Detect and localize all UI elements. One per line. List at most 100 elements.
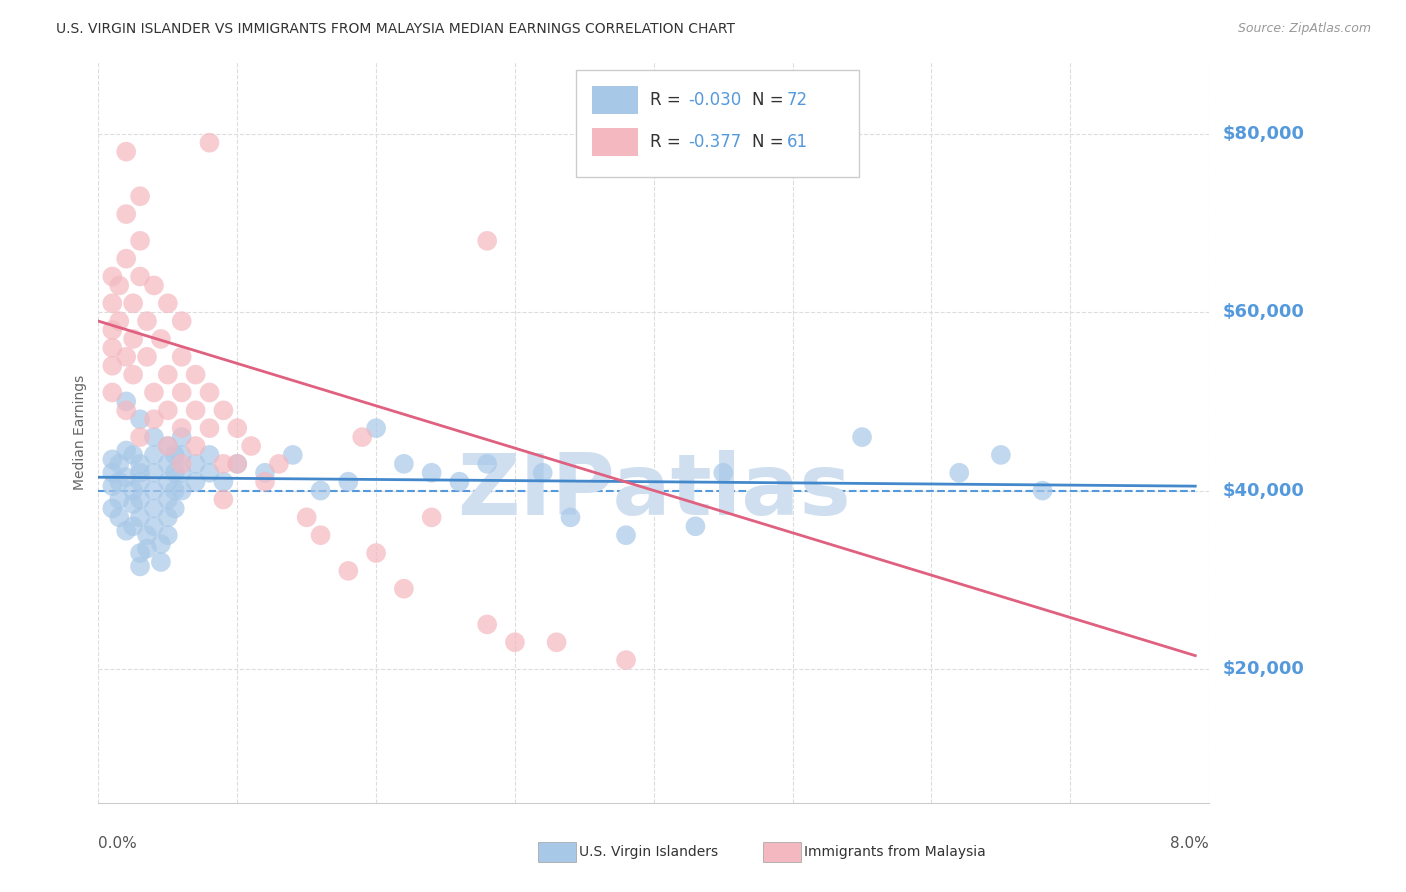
Point xyxy=(560,510,582,524)
Point xyxy=(163,448,186,462)
Point xyxy=(184,368,207,382)
Point xyxy=(129,189,152,203)
Point xyxy=(170,457,193,471)
FancyBboxPatch shape xyxy=(592,87,638,114)
Point xyxy=(122,332,145,346)
Point xyxy=(170,314,193,328)
Point xyxy=(352,430,374,444)
Point xyxy=(115,350,138,364)
Point xyxy=(184,475,207,489)
Text: U.S. VIRGIN ISLANDER VS IMMIGRANTS FROM MALAYSIA MEDIAN EARNINGS CORRELATION CHA: U.S. VIRGIN ISLANDER VS IMMIGRANTS FROM … xyxy=(56,22,735,37)
Point xyxy=(115,252,138,266)
Point xyxy=(198,466,221,480)
Point xyxy=(170,421,193,435)
Point xyxy=(122,483,145,498)
Point xyxy=(337,564,360,578)
Point xyxy=(143,466,166,480)
Y-axis label: Median Earnings: Median Earnings xyxy=(73,375,87,491)
Point xyxy=(156,510,179,524)
Point xyxy=(990,448,1012,462)
Point xyxy=(198,385,221,400)
Point xyxy=(392,457,415,471)
Point xyxy=(149,537,172,551)
Point xyxy=(156,403,179,417)
Point xyxy=(156,475,179,489)
Point xyxy=(531,466,554,480)
Point xyxy=(170,385,193,400)
Point xyxy=(156,368,179,382)
Point xyxy=(309,528,332,542)
Point xyxy=(101,452,124,467)
Point xyxy=(184,403,207,417)
Point xyxy=(115,470,138,484)
Point xyxy=(129,412,152,426)
Text: Source: ZipAtlas.com: Source: ZipAtlas.com xyxy=(1237,22,1371,36)
Point xyxy=(143,430,166,444)
Text: N =: N = xyxy=(752,133,789,151)
Point xyxy=(420,510,443,524)
Point xyxy=(101,385,124,400)
Point xyxy=(143,519,166,533)
Point xyxy=(392,582,415,596)
Point xyxy=(136,541,159,556)
Point xyxy=(108,314,131,328)
Point xyxy=(212,475,235,489)
Point xyxy=(198,421,221,435)
Point xyxy=(267,457,290,471)
Point xyxy=(711,466,734,480)
Point xyxy=(115,403,138,417)
Point xyxy=(156,296,179,310)
Point xyxy=(366,546,388,560)
Text: ZIPatlas: ZIPatlas xyxy=(457,450,851,533)
Point xyxy=(449,475,471,489)
Text: U.S. Virgin Islanders: U.S. Virgin Islanders xyxy=(579,845,718,859)
Point xyxy=(163,501,186,516)
Point xyxy=(129,269,152,284)
Point xyxy=(309,483,332,498)
Point xyxy=(475,234,499,248)
FancyBboxPatch shape xyxy=(763,842,801,862)
Point xyxy=(101,269,124,284)
Point xyxy=(1032,483,1054,498)
Point xyxy=(226,457,249,471)
Text: 0.0%: 0.0% xyxy=(98,836,138,851)
Point xyxy=(101,466,124,480)
Point xyxy=(143,483,166,498)
Point xyxy=(129,466,152,480)
Point xyxy=(108,475,131,489)
Point xyxy=(163,483,186,498)
Point xyxy=(108,510,131,524)
Point xyxy=(212,492,235,507)
Point xyxy=(129,457,152,471)
Point xyxy=(115,145,138,159)
Point xyxy=(115,207,138,221)
Point xyxy=(129,546,152,560)
Point xyxy=(156,439,179,453)
Point xyxy=(143,501,166,516)
Text: $80,000: $80,000 xyxy=(1223,125,1305,143)
Point xyxy=(226,421,249,435)
Text: 72: 72 xyxy=(787,91,808,109)
Point xyxy=(129,430,152,444)
Point xyxy=(503,635,526,649)
Text: $60,000: $60,000 xyxy=(1223,303,1305,321)
Point xyxy=(101,296,124,310)
Point xyxy=(115,524,138,538)
FancyBboxPatch shape xyxy=(538,842,576,862)
Point xyxy=(129,559,152,574)
Point xyxy=(136,314,159,328)
Point xyxy=(115,394,138,409)
Point xyxy=(475,617,499,632)
Point xyxy=(122,448,145,462)
Point xyxy=(170,430,193,444)
Text: R =: R = xyxy=(651,91,686,109)
Point xyxy=(253,475,276,489)
Point xyxy=(948,466,970,480)
FancyBboxPatch shape xyxy=(576,70,859,178)
Point xyxy=(184,439,207,453)
Point xyxy=(101,359,124,373)
Point xyxy=(295,510,318,524)
Point xyxy=(136,350,159,364)
Point xyxy=(122,296,145,310)
Point xyxy=(122,368,145,382)
